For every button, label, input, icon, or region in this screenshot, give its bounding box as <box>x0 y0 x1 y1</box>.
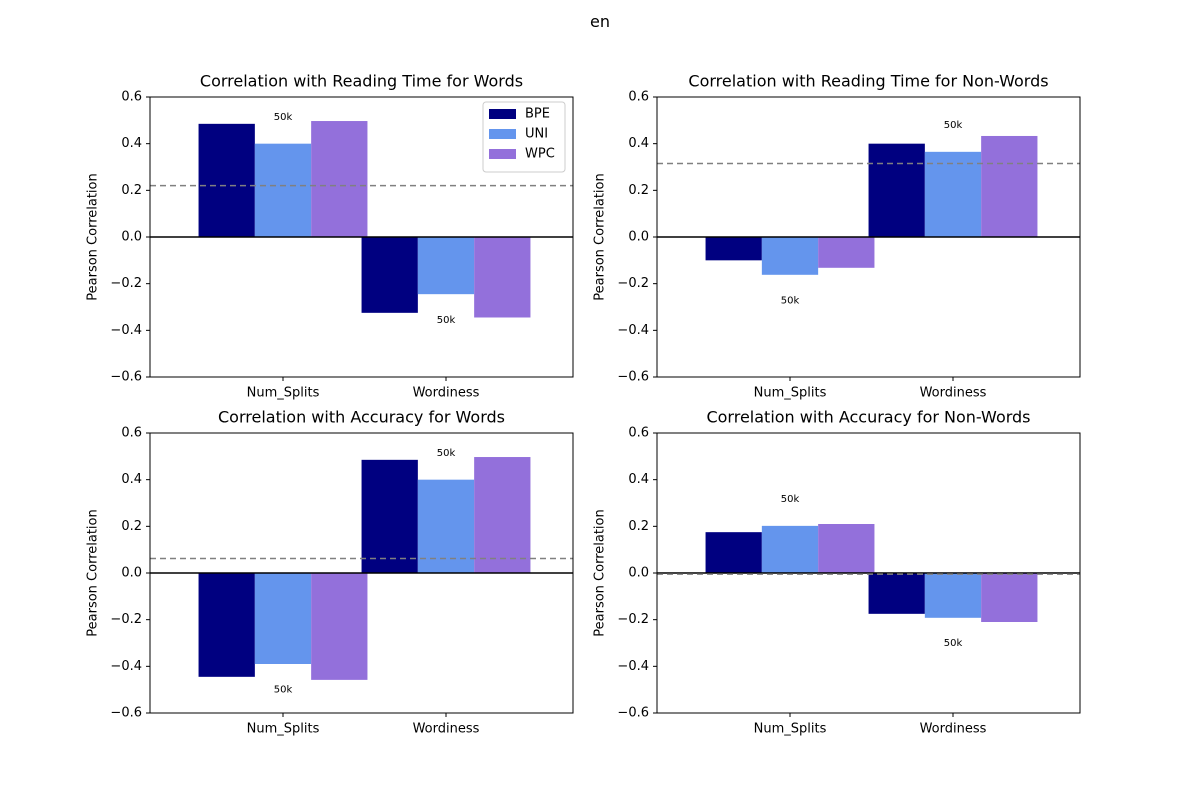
y-tick-label: −0.6 <box>617 370 649 385</box>
annotation-label: 50k <box>944 120 963 131</box>
y-tick-label: 0.2 <box>628 183 649 198</box>
bar-uni-wordiness <box>924 573 982 618</box>
x-tick-label: Num_Splits <box>754 386 827 401</box>
x-tick-label: Num_Splits <box>754 722 827 737</box>
y-tick-label: 0.6 <box>628 426 649 441</box>
bar-bpe-wordiness <box>361 459 418 573</box>
y-tick-label: 0.2 <box>121 183 142 198</box>
legend-swatch-wpc <box>489 149 516 159</box>
y-axis-label: Pearson Correlation <box>593 173 608 300</box>
panel-title: Correlation with Accuracy for Words <box>218 408 505 427</box>
y-tick-label: −0.4 <box>617 323 649 338</box>
bar-uni-wordiness <box>417 237 475 295</box>
bar-bpe-wordiness <box>361 237 418 313</box>
y-tick-label: 0.4 <box>628 136 649 151</box>
x-tick-label: Wordiness <box>920 386 987 401</box>
panel-title: Correlation with Accuracy for Non-Words <box>706 408 1030 427</box>
x-tick-label: Num_Splits <box>247 722 320 737</box>
y-tick-label: 0.0 <box>628 566 649 581</box>
annotation-label: 50k <box>274 685 293 696</box>
panel-3: 50k 50k −0.6 −0.4 −0.2 0.0 0.2 0.4 0.6 Num_Splits… <box>86 408 574 737</box>
legend-label-uni: UNI <box>525 127 548 142</box>
bar-uni-num_splits <box>761 525 819 573</box>
bar-uni-num_splits <box>254 143 312 237</box>
y-tick-label: 0.2 <box>628 519 649 534</box>
y-tick-label: 0.4 <box>121 136 142 151</box>
y-tick-label: −0.2 <box>617 276 649 291</box>
legend-swatch-bpe <box>489 109 516 119</box>
bar-uni-wordiness <box>924 151 982 237</box>
y-tick-label: 0.0 <box>121 230 142 245</box>
y-tick-label: −0.6 <box>617 706 649 721</box>
annotation-label: 50k <box>274 112 293 123</box>
bar-wpc-wordiness <box>981 135 1038 237</box>
bar-bpe-num_splits <box>198 123 255 237</box>
x-tick-label: Wordiness <box>413 386 480 401</box>
y-tick-label: −0.2 <box>617 612 649 627</box>
y-tick-label: 0.2 <box>121 519 142 534</box>
y-tick-label: −0.4 <box>110 323 142 338</box>
bar-wpc-wordiness <box>474 237 531 318</box>
legend-label-wpc: WPC <box>525 147 555 162</box>
x-tick-label: Num_Splits <box>247 386 320 401</box>
bar-bpe-num_splits <box>705 532 762 573</box>
x-tick-label: Wordiness <box>413 722 480 737</box>
legend: BPE UNI WPC <box>482 101 566 173</box>
y-tick-label: 0.6 <box>121 90 142 105</box>
y-tick-label: 0.0 <box>628 230 649 245</box>
bar-uni-wordiness <box>417 479 475 573</box>
panel-2: 50k 50k −0.6 −0.4 −0.2 0.0 0.2 0.4 0.6 Num_Splits… <box>593 72 1081 401</box>
annotation-label: 50k <box>437 448 456 459</box>
bar-wpc-num_splits <box>818 524 875 573</box>
y-tick-label: 0.6 <box>121 426 142 441</box>
bar-uni-num_splits <box>761 237 819 275</box>
panel-title: Correlation with Reading Time for Non-Wo… <box>688 72 1048 91</box>
bar-wpc-wordiness <box>981 573 1038 622</box>
y-tick-label: −0.6 <box>110 370 142 385</box>
panel-4: 50k 50k −0.6 −0.4 −0.2 0.0 0.2 0.4 0.6 Num_Splits… <box>593 408 1081 737</box>
annotation-label: 50k <box>944 638 963 649</box>
annotation-label: 50k <box>437 315 456 326</box>
y-tick-label: −0.2 <box>110 276 142 291</box>
bar-bpe-wordiness <box>868 573 925 614</box>
bar-wpc-num_splits <box>311 121 368 237</box>
y-tick-label: −0.6 <box>110 706 142 721</box>
annotation-label: 50k <box>781 494 800 505</box>
panel-1: 50k 50k −0.6 −0.4 −0.2 0.0 0.2 0.4 0.6 Num_Splits… <box>86 72 574 401</box>
bar-bpe-wordiness <box>868 143 925 237</box>
y-tick-label: −0.2 <box>110 612 142 627</box>
panel-title: Correlation with Reading Time for Words <box>200 72 523 91</box>
y-tick-label: −0.4 <box>110 659 142 674</box>
x-tick-label: Wordiness <box>920 722 987 737</box>
y-tick-label: 0.0 <box>121 566 142 581</box>
bar-wpc-num_splits <box>311 573 368 680</box>
y-axis-label: Pearson Correlation <box>593 509 608 636</box>
bar-bpe-num_splits <box>705 237 762 261</box>
y-tick-label: −0.4 <box>617 659 649 674</box>
annotation-label: 50k <box>781 295 800 306</box>
legend-swatch-uni <box>489 129 516 139</box>
y-tick-label: 0.4 <box>121 472 142 487</box>
bar-bpe-num_splits <box>198 573 255 677</box>
y-axis-label: Pearson Correlation <box>86 509 101 636</box>
legend-label-bpe: BPE <box>525 107 550 122</box>
y-axis-label: Pearson Correlation <box>86 173 101 300</box>
bar-wpc-wordiness <box>474 457 531 573</box>
figure-suptitle: en <box>590 12 610 31</box>
bar-uni-num_splits <box>254 573 312 664</box>
bar-wpc-num_splits <box>818 237 875 268</box>
y-tick-label: 0.4 <box>628 472 649 487</box>
y-tick-label: 0.6 <box>628 90 649 105</box>
